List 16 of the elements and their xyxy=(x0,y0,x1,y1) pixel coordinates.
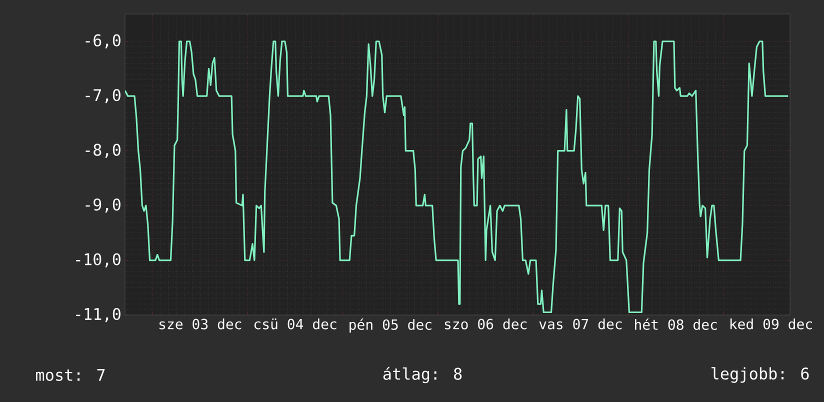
x-tick-label: ked 09 dec xyxy=(730,318,812,330)
y-tick-label: -8,0 xyxy=(86,144,120,158)
x-tick-label: pén 05 dec xyxy=(350,318,432,333)
text: most: 7 xyxy=(36,369,105,381)
x-tick-label: hét 08 dec xyxy=(635,318,717,330)
y-tick-label: -9,0 xyxy=(86,198,120,213)
x-tick-label: csü 04 dec xyxy=(254,318,336,330)
y-tick-label: -10,0 xyxy=(76,253,120,268)
y-tick-label: -11,0 xyxy=(76,308,120,322)
x-tick-label: vas 07 dec xyxy=(539,318,622,330)
x-tick-label: szo 06 dec xyxy=(444,318,527,330)
text: átlag: 8 xyxy=(383,366,462,384)
text: legjobb: 6 xyxy=(712,367,809,383)
y-tick-label: -7,0 xyxy=(86,89,120,104)
x-tick-label: sze 03 dec xyxy=(159,318,242,330)
y-tick-label: -6,0 xyxy=(86,34,120,48)
